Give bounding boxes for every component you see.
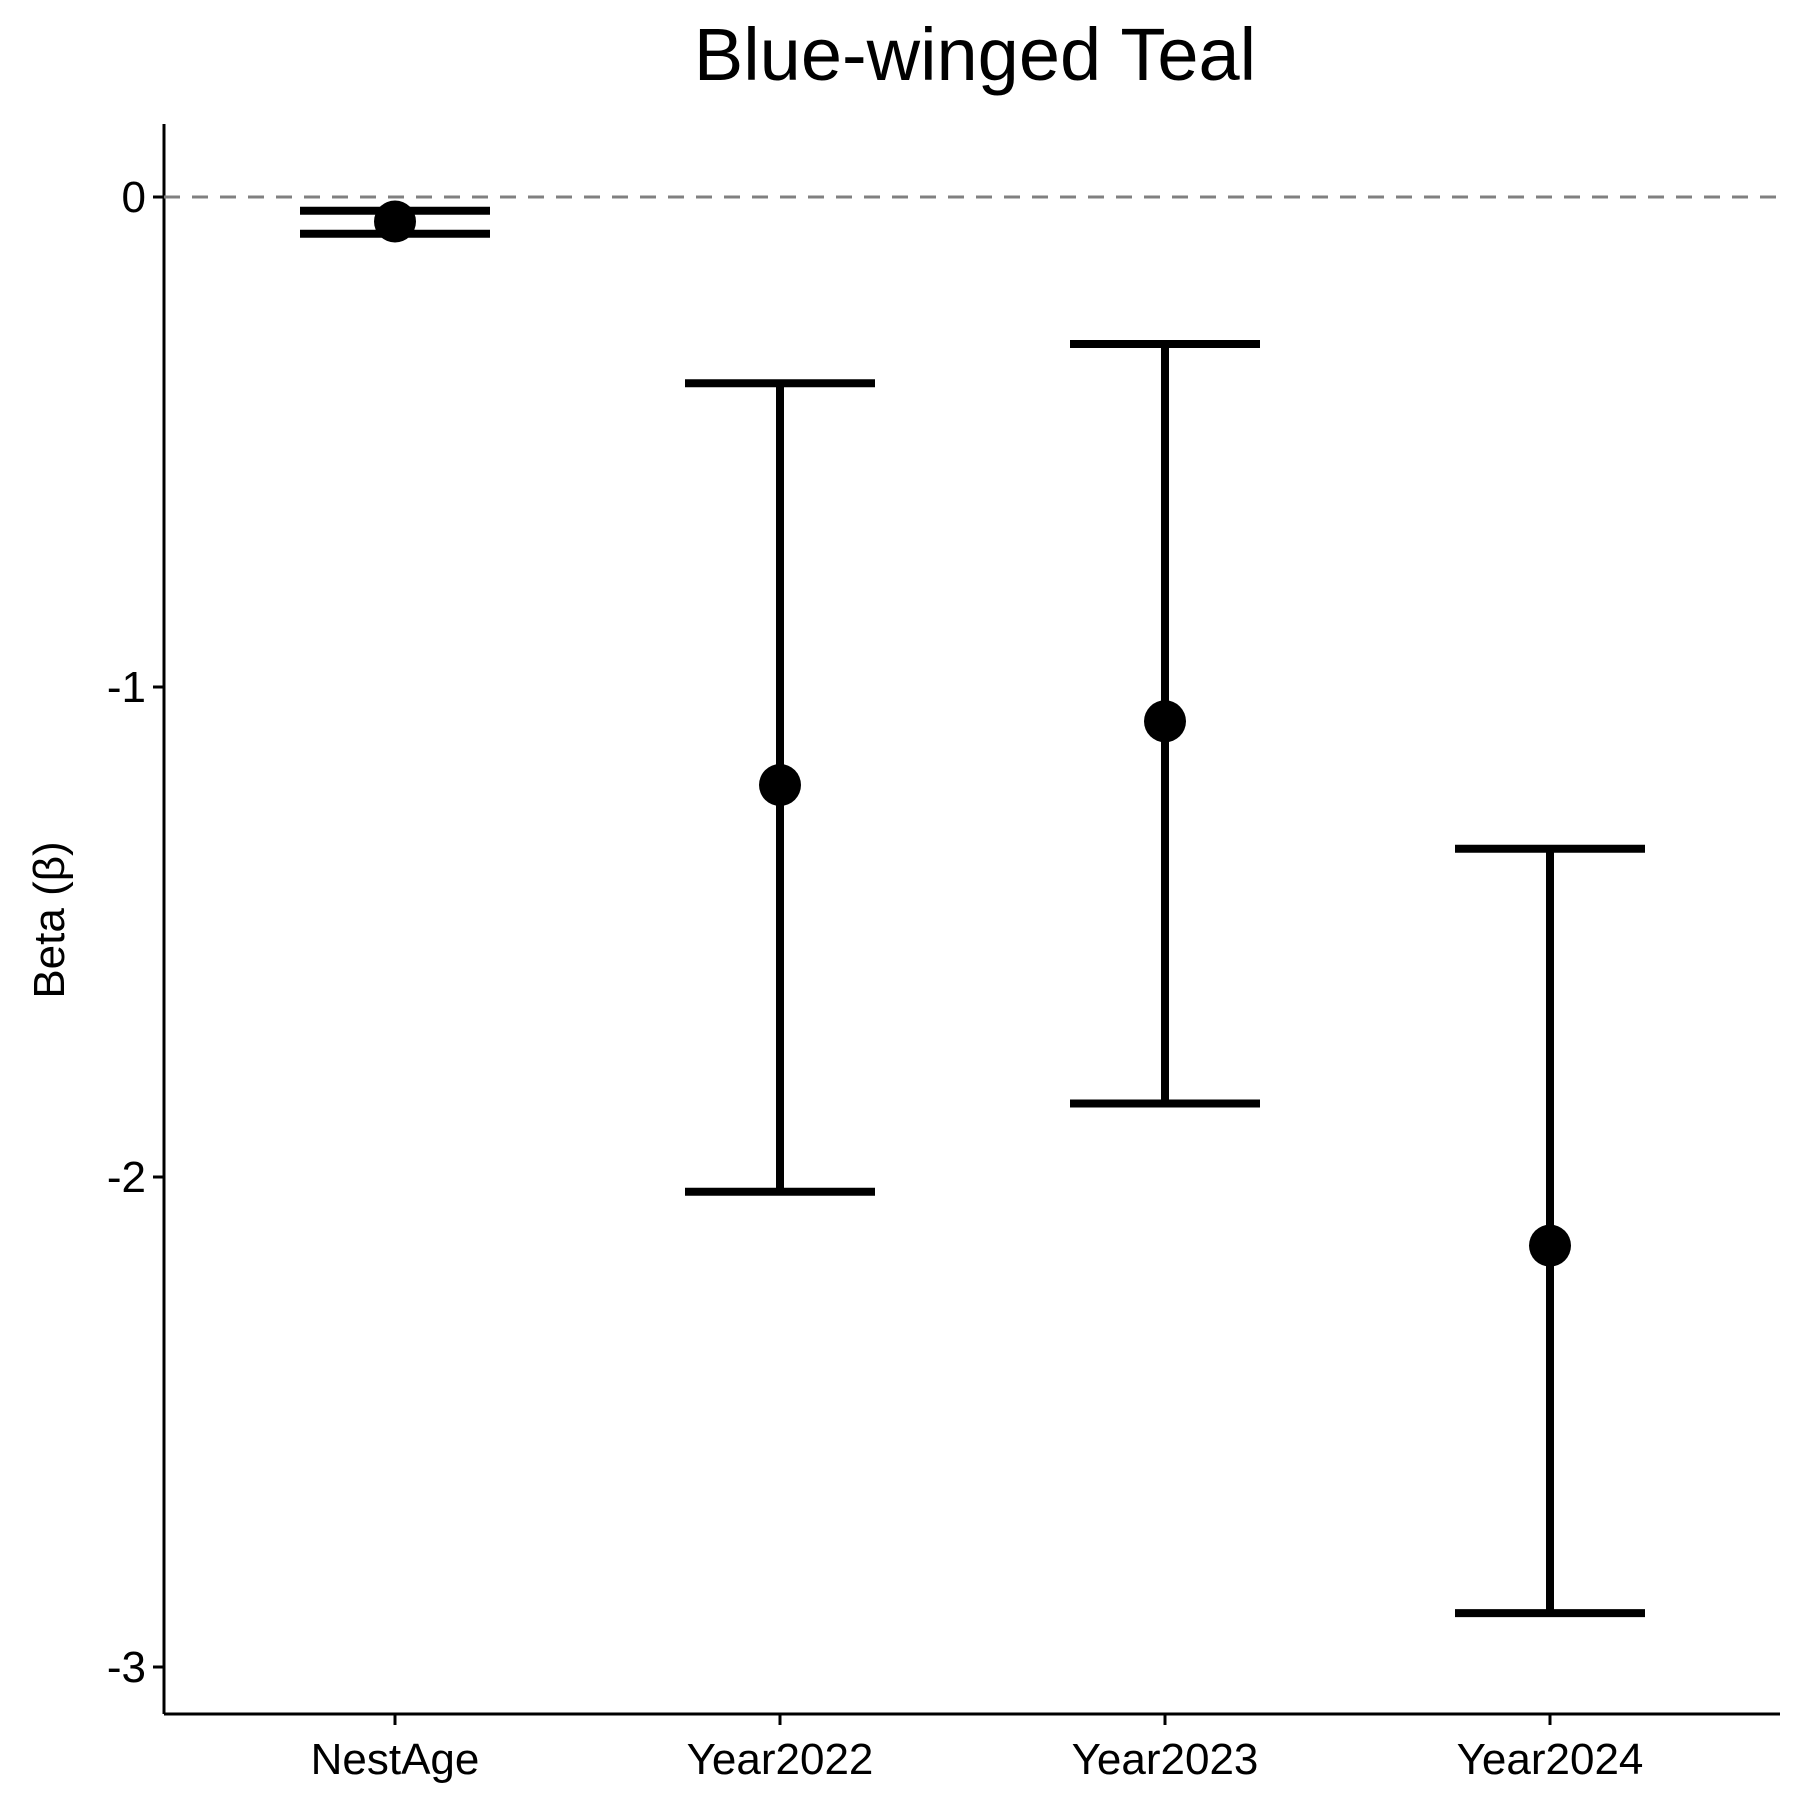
error-bars [300, 200, 1645, 1618]
error-bar-group [685, 379, 875, 1196]
error-bar-group [300, 200, 490, 243]
y-tick-label: -2 [107, 1153, 146, 1202]
estimate-point [759, 764, 801, 806]
estimate-point [1144, 700, 1186, 743]
x-tick-label: Year2024 [1457, 1735, 1644, 1784]
y-tick-label: 0 [122, 173, 146, 222]
estimate-point [374, 200, 416, 243]
estimate-point [1529, 1224, 1571, 1267]
chart-title: Blue-winged Teal [694, 13, 1256, 96]
error-bar-group [1455, 844, 1645, 1618]
y-ticks: 0 -1 -2 -3 [107, 173, 164, 1692]
y-tick-label: -3 [107, 1643, 146, 1692]
x-tick-label: Year2023 [1072, 1735, 1259, 1784]
x-tick-label: Year2022 [687, 1735, 874, 1784]
y-axis-label: Beta (β) [25, 841, 74, 998]
error-bar-group [1070, 340, 1260, 1108]
x-ticks: NestAge Year2022 Year2023 Year2024 [311, 1714, 1644, 1784]
x-tick-label: NestAge [311, 1735, 480, 1784]
y-tick-label: -1 [107, 663, 146, 712]
